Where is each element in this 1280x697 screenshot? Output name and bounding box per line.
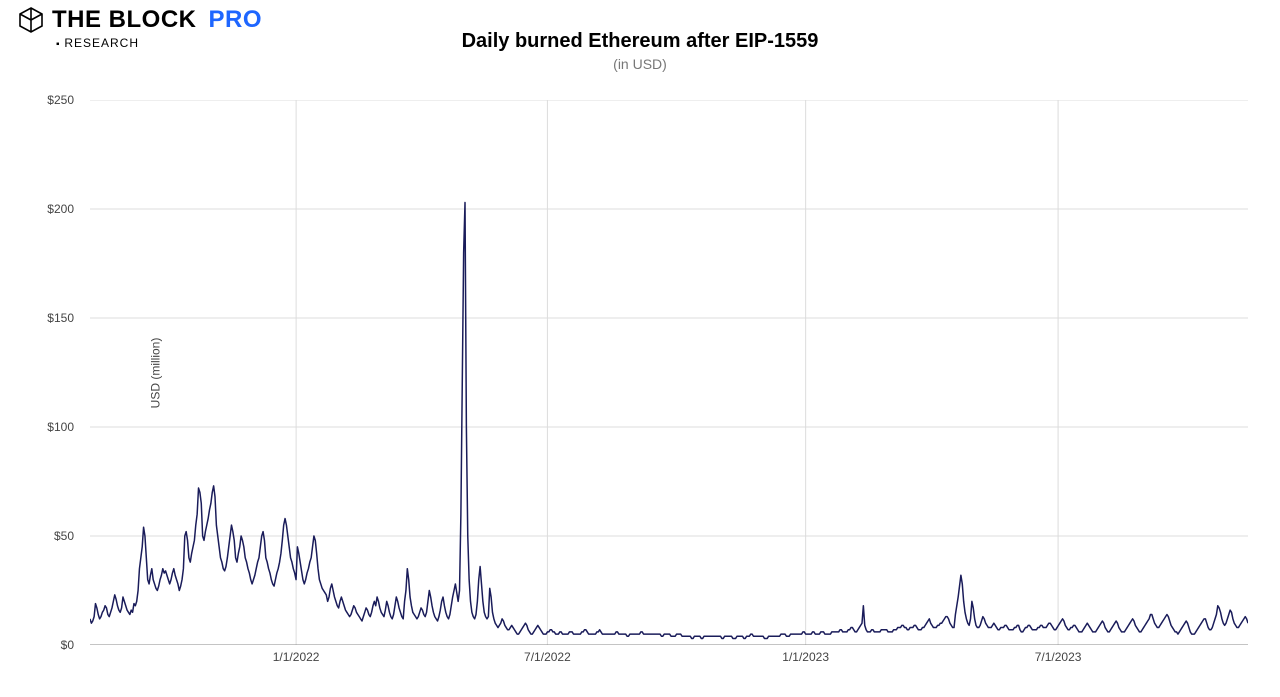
chart-title: Daily burned Ethereum after EIP-1559: [0, 30, 1280, 53]
x-tick-label: 1/1/2022: [273, 650, 320, 664]
x-tick-label: 1/1/2023: [782, 650, 829, 664]
y-tick-label: $50: [0, 529, 74, 543]
y-tick-label: $100: [0, 420, 74, 434]
x-tick-label: 7/1/2022: [524, 650, 571, 664]
chart-subtitle: (in USD): [0, 56, 1280, 72]
x-tick-label: 7/1/2023: [1035, 650, 1082, 664]
y-tick-label: $0: [0, 638, 74, 652]
y-tick-label: $150: [0, 311, 74, 325]
chart-plot-area: USD (million) $0$50$100$150$200$2501/1/2…: [90, 100, 1248, 645]
y-tick-label: $250: [0, 93, 74, 107]
chart-svg: [90, 100, 1248, 645]
y-tick-label: $200: [0, 202, 74, 216]
y-axis-label: USD (million): [148, 337, 162, 408]
